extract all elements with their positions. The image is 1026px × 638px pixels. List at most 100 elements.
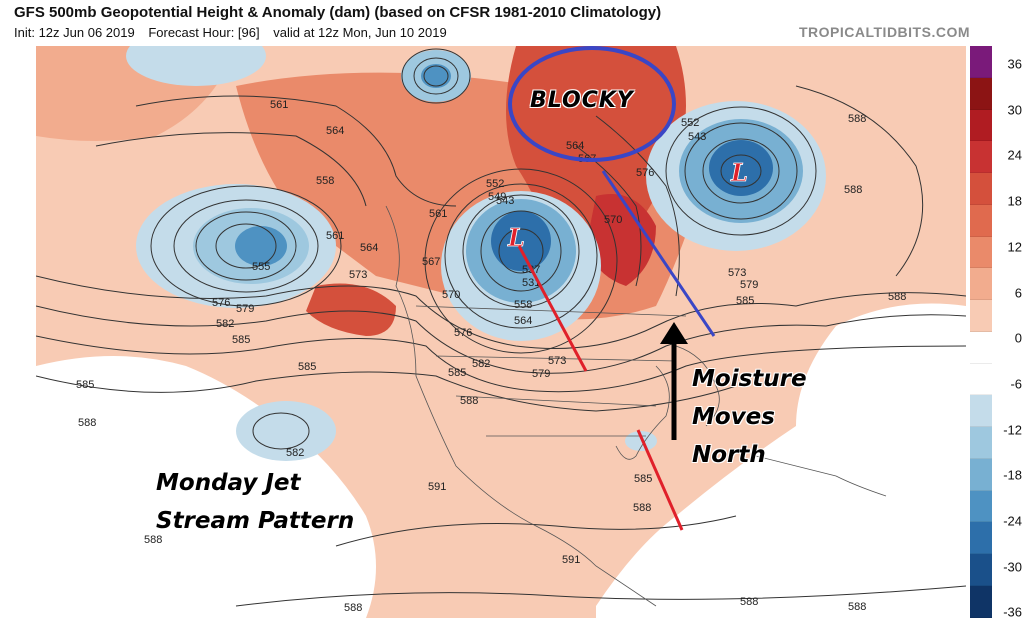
contour-label: 588	[633, 502, 651, 514]
contour-label: 573	[349, 269, 367, 281]
colorbar-swatch	[970, 331, 992, 364]
colorbar-swatch	[970, 554, 992, 587]
colorbar-tick-label: -36	[1003, 604, 1022, 620]
contour-label: 588	[888, 291, 906, 303]
negative-anomaly-regions	[126, 46, 826, 461]
arrow-head-icon	[660, 322, 688, 344]
site-watermark: TROPICALTIDBITS.COM	[798, 24, 970, 40]
colorbar-tick-label: -12	[1003, 422, 1022, 438]
colorbar-tick-label: -24	[1003, 513, 1022, 529]
contour-label: 558	[514, 299, 532, 311]
colorbar-swatch	[970, 46, 992, 78]
colorbar-tick-label: 30	[1007, 102, 1022, 118]
height-contours	[36, 48, 966, 607]
colorbar-swatch	[970, 141, 992, 174]
colorbar-swatch	[970, 109, 992, 142]
contour-label: 564	[566, 140, 584, 152]
contour-label: 549	[488, 191, 506, 203]
contour-label: 543	[496, 195, 514, 207]
contour-label: 585	[298, 361, 316, 373]
contour-label: 582	[286, 447, 304, 459]
colorbar-swatch	[970, 77, 992, 110]
anomaly-colorbar	[970, 46, 992, 618]
colorbar-swatch	[970, 236, 992, 269]
colorbar-tick-label: -30	[1003, 559, 1022, 575]
colorbar-tick-label: 6	[1014, 285, 1022, 300]
colorbar-tick-label: 36	[1007, 56, 1022, 72]
blocky-circle	[508, 46, 676, 162]
contour-label: 588	[78, 417, 96, 429]
colorbar-tick-label: 12	[1007, 239, 1022, 255]
contour-label: 591	[562, 554, 580, 566]
contour-label: 573	[728, 267, 746, 279]
contour-label: 579	[236, 303, 254, 315]
contour-label: 588	[848, 113, 866, 125]
coastlines	[385, 205, 887, 607]
colorbar-swatch	[970, 427, 992, 459]
contour-label: 579	[740, 279, 758, 291]
contour-label: 588	[144, 534, 162, 546]
contour-label: 567	[422, 256, 440, 268]
colorbar-tick-label: -18	[1003, 467, 1022, 483]
contour-label: 558	[316, 175, 334, 187]
contour-label: 579	[532, 368, 550, 380]
contour-label: 588	[460, 395, 478, 407]
contour-label: 582	[472, 358, 490, 370]
jet-label-line1: Monday Jet	[156, 470, 301, 496]
contour-label: 552	[681, 117, 699, 129]
colorbar-swatch	[970, 490, 992, 523]
contour-label: 585	[232, 334, 250, 346]
contour-label: 588	[848, 601, 866, 613]
trough-axis-line	[636, 429, 684, 531]
contour-label: 570	[604, 214, 622, 226]
colorbar-swatch	[970, 268, 992, 301]
colorbar-swatch	[970, 395, 992, 428]
colorbar-tick-label: 18	[1007, 193, 1022, 209]
colorbar-swatch	[970, 363, 992, 396]
moisture-label-line2: Moves	[692, 404, 775, 430]
valid-time: valid at 12z Mon, Jun 10 2019	[273, 25, 447, 40]
forecast-hour: Forecast Hour: [96]	[148, 25, 260, 40]
contour-label: 543	[688, 131, 706, 143]
contour-label: 561	[270, 99, 288, 111]
moisture-label-line3: North	[692, 442, 766, 468]
colorbar-swatch	[970, 204, 992, 237]
anomaly-map: 561 564 558 561 564 555 567 561 576 579 …	[36, 46, 966, 618]
contour-label: 576	[212, 297, 230, 309]
contour-label: 561	[429, 208, 447, 220]
trough-axis-line	[517, 245, 588, 372]
contour-label: 591	[428, 481, 446, 493]
map-title: GFS 500mb Geopotential Height & Anomaly …	[14, 4, 662, 21]
colorbar-swatch	[970, 586, 992, 618]
colorbar-swatch	[970, 458, 992, 491]
contour-label: 585	[448, 367, 466, 379]
colorbar-tick-label: 0	[1014, 330, 1022, 346]
contour-label: 564	[360, 242, 378, 254]
blocky-label: BLOCKY	[530, 88, 634, 113]
colorbar-swatch	[970, 300, 992, 332]
low-pressure-marker: L	[730, 158, 748, 187]
contour-label: 585	[634, 473, 652, 485]
colorbar-tick-label: -6	[1010, 376, 1022, 392]
contour-label: 552	[486, 178, 504, 190]
colorbar-swatch	[970, 173, 992, 205]
contour-label: 588	[844, 184, 862, 196]
contour-label: 576	[636, 167, 654, 179]
contour-label: 570	[442, 289, 460, 301]
colorbar-ticks: 36 30 24 18 12 6 0 -6 -12 -18 -24 -30 -36	[996, 46, 1024, 620]
colorbar-tick-label: 24	[1007, 147, 1022, 163]
moisture-label-line1: Moisture	[692, 366, 807, 392]
contour-label: 561	[326, 230, 344, 242]
map-subtitle: Init: 12z Jun 06 2019 Forecast Hour: [96…	[14, 25, 457, 40]
contour-label: 555	[252, 261, 270, 273]
contour-label: 582	[216, 318, 234, 330]
ridge-axis-line	[601, 170, 716, 337]
colorbar-swatch	[970, 522, 992, 555]
jet-label-line2: Stream Pattern	[156, 508, 355, 534]
contour-label: 588	[740, 596, 758, 608]
contour-label: 585	[736, 295, 754, 307]
contour-label: 585	[76, 379, 94, 391]
contour-label: 573	[548, 355, 566, 367]
contour-label: 564	[514, 315, 532, 327]
init-time: Init: 12z Jun 06 2019	[14, 25, 135, 40]
